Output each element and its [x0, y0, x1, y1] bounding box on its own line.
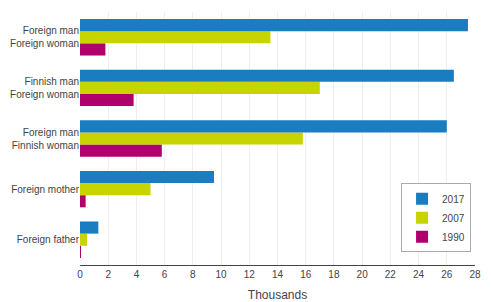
svg-text:20: 20: [357, 269, 369, 280]
svg-text:24: 24: [413, 269, 425, 280]
svg-text:2: 2: [105, 269, 111, 280]
svg-text:Foreign manForeign woman: Foreign manForeign woman: [10, 25, 79, 49]
svg-text:8: 8: [190, 269, 196, 280]
svg-text:12: 12: [244, 269, 256, 280]
svg-text:Thousands: Thousands: [248, 288, 307, 302]
svg-text:4: 4: [134, 269, 140, 280]
svg-text:2007: 2007: [442, 213, 465, 224]
svg-text:Foreign mother: Foreign mother: [11, 184, 79, 195]
svg-text:10: 10: [216, 269, 228, 280]
svg-text:14: 14: [272, 269, 284, 280]
svg-text:2017: 2017: [442, 194, 465, 205]
svg-text:22: 22: [385, 269, 397, 280]
svg-text:16: 16: [300, 269, 312, 280]
svg-text:0: 0: [77, 269, 83, 280]
svg-text:6: 6: [162, 269, 168, 280]
svg-text:28: 28: [469, 269, 481, 280]
svg-text:Foreign father: Foreign father: [17, 234, 80, 245]
svg-text:Foreign manFinnish woman: Foreign manFinnish woman: [12, 127, 79, 151]
svg-text:1990: 1990: [442, 232, 465, 243]
svg-text:18: 18: [328, 269, 340, 280]
svg-text:26: 26: [441, 269, 453, 280]
svg-text:Finnish manForeign woman: Finnish manForeign woman: [10, 76, 79, 100]
